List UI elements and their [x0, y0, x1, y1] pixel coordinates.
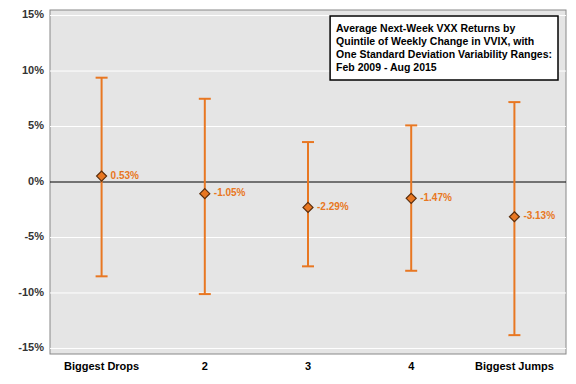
plot-area — [50, 10, 566, 354]
title-frame — [330, 16, 558, 80]
title-line: Average Next-Week VXX Returns by — [336, 22, 515, 34]
data-label: -1.47% — [420, 192, 452, 203]
error-cap-upper — [199, 98, 211, 100]
x-tick-label: Biggest Jumps — [475, 360, 554, 372]
title-box: Average Next-Week VXX Returns byQuintile… — [330, 16, 558, 80]
mean-marker — [406, 193, 416, 203]
y-tick-label: 5% — [28, 119, 44, 131]
grid-line — [50, 348, 566, 349]
title: Average Next-Week VXX Returns byQuintile… — [336, 22, 552, 73]
y-tick-label: 0% — [28, 175, 44, 187]
y-tick-label: 15% — [22, 8, 44, 20]
data-label: 0.53% — [111, 170, 139, 181]
x-tick-label: 3 — [305, 360, 311, 372]
mean-marker — [303, 202, 313, 212]
grid-line — [50, 292, 566, 293]
error-cap-upper — [405, 124, 417, 126]
error-cap-upper — [508, 101, 520, 103]
chart: -15% -10% -5% 0% 5% 10% 15% Biggest Drops 2 3 4 Big… — [0, 0, 576, 384]
data-label: -3.13% — [523, 210, 555, 221]
error-cap-upper — [96, 77, 108, 79]
mean-marker — [97, 171, 107, 181]
data-label: -2.29% — [317, 201, 349, 212]
error-cap-lower — [508, 334, 520, 336]
x-tick-label: 2 — [202, 360, 208, 372]
title-line: Quintile of Weekly Change in VVIX, with — [336, 35, 534, 47]
x-tick-label: Biggest Drops — [64, 360, 139, 372]
error-cap-lower — [302, 265, 314, 267]
title-line: One Standard Deviation Variability Range… — [336, 48, 552, 60]
y-tick-label: -15% — [18, 341, 44, 353]
error-cap-lower — [199, 293, 211, 295]
error-cap-lower — [96, 275, 108, 277]
title-line: Feb 2009 - Aug 2015 — [336, 61, 437, 73]
x-tick-label: 4 — [408, 360, 415, 372]
mean-marker — [509, 212, 519, 222]
mean-marker — [200, 189, 210, 199]
y-tick-label: 10% — [22, 64, 44, 76]
error-cap-upper — [302, 141, 314, 143]
y-tick-label: -5% — [24, 230, 44, 242]
grid-line — [50, 126, 566, 127]
data-label: -1.05% — [214, 187, 246, 198]
error-cap-lower — [405, 270, 417, 272]
y-tick-label: -10% — [18, 286, 44, 298]
marks — [96, 78, 521, 335]
